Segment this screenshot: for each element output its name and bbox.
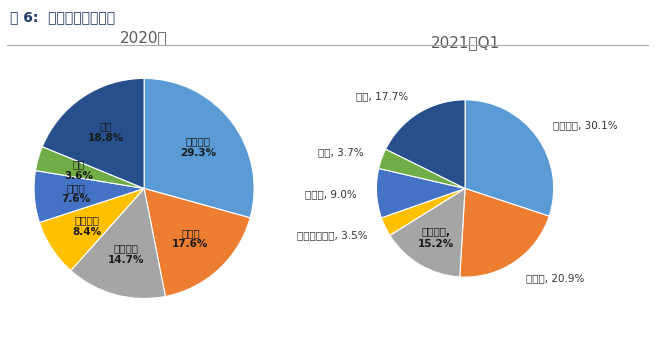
Text: 天赐材料
29.3%: 天赐材料 29.3%	[180, 136, 216, 158]
Text: 新宙邦
17.6%: 新宙邦 17.6%	[172, 228, 209, 249]
Wedge shape	[144, 188, 250, 296]
Wedge shape	[386, 100, 465, 188]
Text: 其他, 17.7%: 其他, 17.7%	[356, 91, 408, 102]
Text: 其他
18.8%: 其他 18.8%	[88, 121, 124, 143]
Wedge shape	[39, 188, 144, 270]
Text: 天赐材料, 30.1%: 天赐材料, 30.1%	[553, 120, 617, 130]
Wedge shape	[43, 79, 144, 188]
Wedge shape	[144, 79, 254, 218]
Text: 图 6:  电解液产能市占率: 图 6: 电解液产能市占率	[10, 10, 115, 24]
Wedge shape	[390, 188, 465, 277]
Title: 2021年Q1: 2021年Q1	[430, 35, 500, 50]
Text: 国泰华荣
14.7%: 国泰华荣 14.7%	[108, 244, 144, 265]
Text: 新宙邦, 20.9%: 新宙邦, 20.9%	[526, 273, 584, 283]
Wedge shape	[71, 188, 166, 298]
Wedge shape	[460, 188, 549, 277]
Wedge shape	[379, 149, 465, 188]
Wedge shape	[34, 171, 144, 222]
Text: 东莞杉杉
8.4%: 东莞杉杉 8.4%	[73, 215, 102, 237]
Title: 2020年: 2020年	[121, 31, 168, 46]
Text: 赛纬
3.6%: 赛纬 3.6%	[64, 159, 93, 181]
Wedge shape	[377, 169, 465, 218]
Text: 赛纬, 3.7%: 赛纬, 3.7%	[318, 147, 364, 157]
Text: 比亚迪
7.6%: 比亚迪 7.6%	[62, 183, 90, 205]
Text: 海容电源材料, 3.5%: 海容电源材料, 3.5%	[297, 230, 367, 240]
Wedge shape	[465, 100, 553, 216]
Wedge shape	[35, 147, 144, 188]
Wedge shape	[381, 188, 465, 235]
Text: 国泰华荣,
15.2%: 国泰华荣, 15.2%	[417, 227, 454, 249]
Text: 比亚迪, 9.0%: 比亚迪, 9.0%	[305, 190, 357, 199]
